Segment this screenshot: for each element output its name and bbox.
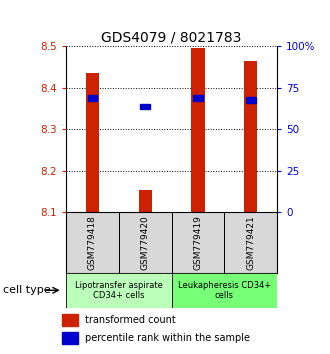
Text: percentile rank within the sample: percentile rank within the sample — [84, 333, 250, 343]
Bar — [66, 273, 172, 308]
Bar — [193, 95, 203, 101]
Bar — [244, 61, 257, 212]
Bar — [88, 95, 97, 101]
Bar — [139, 189, 152, 212]
Bar — [62, 332, 78, 344]
Bar — [86, 73, 99, 212]
Text: transformed count: transformed count — [84, 315, 176, 325]
Text: cell type: cell type — [3, 285, 51, 295]
Bar — [172, 212, 224, 273]
Bar — [224, 212, 277, 273]
Title: GDS4079 / 8021783: GDS4079 / 8021783 — [101, 31, 242, 45]
Bar — [191, 48, 205, 212]
Bar — [246, 97, 255, 103]
Bar — [62, 314, 78, 326]
Text: GSM779419: GSM779419 — [193, 215, 203, 270]
Text: GSM779418: GSM779418 — [88, 215, 97, 270]
Text: Lipotransfer aspirate
CD34+ cells: Lipotransfer aspirate CD34+ cells — [75, 281, 163, 300]
Text: GSM779420: GSM779420 — [141, 215, 150, 270]
Text: Leukapheresis CD34+
cells: Leukapheresis CD34+ cells — [178, 281, 271, 300]
Text: GSM779421: GSM779421 — [246, 215, 255, 270]
Bar — [119, 212, 172, 273]
Bar — [66, 212, 119, 273]
Bar — [141, 104, 150, 109]
Bar — [172, 273, 277, 308]
